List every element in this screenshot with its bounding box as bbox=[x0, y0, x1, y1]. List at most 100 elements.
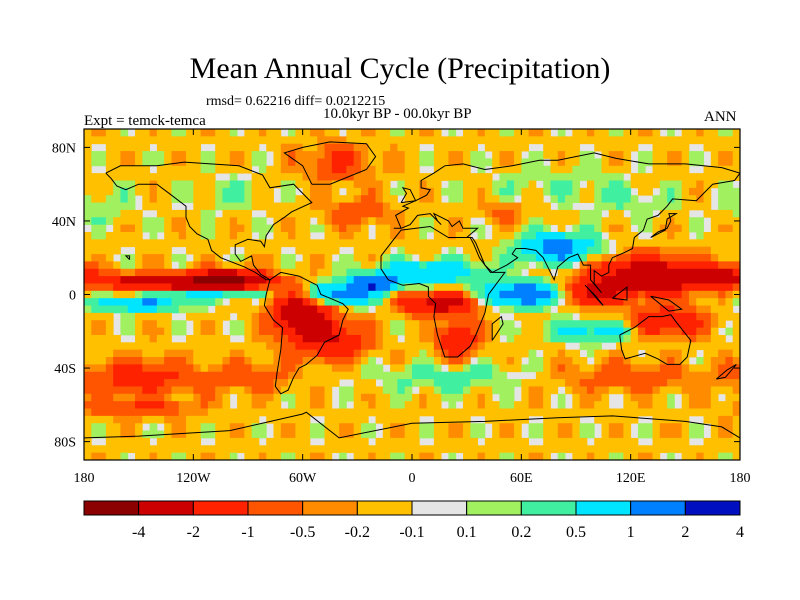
colorbar-label: 1 bbox=[627, 524, 635, 541]
field-cell bbox=[492, 283, 500, 292]
field-cell bbox=[448, 357, 457, 365]
field-cell bbox=[703, 129, 712, 137]
field-cell bbox=[616, 298, 624, 306]
field-cell bbox=[565, 195, 573, 203]
field-cell bbox=[244, 290, 253, 299]
field-cell bbox=[295, 357, 304, 365]
field-cell bbox=[84, 246, 92, 255]
field-cell bbox=[463, 276, 471, 284]
field-cell bbox=[586, 452, 595, 460]
field-cell bbox=[288, 415, 296, 424]
field-cell bbox=[280, 151, 289, 159]
field-cell bbox=[339, 217, 347, 226]
field-cell bbox=[244, 357, 253, 365]
field-cell bbox=[215, 401, 223, 409]
field-cell bbox=[710, 173, 719, 181]
field-cell bbox=[470, 452, 478, 460]
field-cell bbox=[390, 452, 398, 460]
field-cell bbox=[368, 401, 376, 409]
field-cell bbox=[251, 357, 260, 365]
field-cell bbox=[346, 158, 355, 167]
field-cell bbox=[105, 268, 114, 277]
field-cell bbox=[200, 452, 209, 460]
field-cell bbox=[258, 283, 267, 292]
field-cell bbox=[594, 445, 602, 454]
field-cell bbox=[623, 401, 632, 409]
field-cell bbox=[463, 379, 471, 387]
field-cell bbox=[535, 298, 544, 306]
field-cell bbox=[382, 430, 391, 439]
field-cell bbox=[295, 231, 304, 240]
field-cell bbox=[557, 357, 566, 365]
field-cell bbox=[127, 408, 136, 417]
field-cell bbox=[419, 320, 427, 328]
field-cell bbox=[324, 129, 333, 137]
field-cell bbox=[586, 408, 595, 417]
field-cell bbox=[324, 202, 333, 211]
field-cell bbox=[484, 452, 493, 460]
field-cell bbox=[142, 393, 150, 402]
field-cell bbox=[565, 379, 573, 387]
field-cell bbox=[375, 334, 384, 343]
field-cell bbox=[186, 129, 194, 137]
field-cell bbox=[288, 158, 296, 167]
field-cell bbox=[164, 276, 172, 284]
field-cell bbox=[258, 349, 267, 358]
field-cell bbox=[164, 320, 172, 328]
field-cell bbox=[419, 158, 427, 167]
field-cell bbox=[535, 364, 544, 373]
field-cell bbox=[506, 342, 515, 351]
field-cell bbox=[215, 276, 223, 284]
field-cell bbox=[535, 393, 544, 402]
field-cell bbox=[149, 195, 158, 203]
field-cell bbox=[84, 452, 92, 460]
field-cell bbox=[229, 268, 238, 277]
field-cell bbox=[718, 224, 726, 233]
field-cell bbox=[164, 195, 172, 203]
field-cell bbox=[470, 349, 478, 358]
field-cell bbox=[426, 261, 435, 270]
field-cell bbox=[572, 379, 581, 387]
field-cell bbox=[484, 202, 493, 211]
field-cell bbox=[557, 129, 566, 137]
field-cell bbox=[419, 349, 427, 358]
field-cell bbox=[725, 158, 734, 167]
colorbar-bin bbox=[83, 500, 140, 516]
field-cell bbox=[178, 268, 187, 277]
field-cell bbox=[514, 312, 522, 321]
field-cell bbox=[579, 401, 588, 409]
field-cell bbox=[237, 217, 245, 226]
field-cell bbox=[557, 268, 566, 277]
field-cell bbox=[237, 180, 245, 189]
field-cell bbox=[360, 305, 369, 314]
field-cell bbox=[725, 268, 734, 277]
field-cell bbox=[528, 445, 537, 454]
field-cell bbox=[484, 136, 493, 145]
field-cell bbox=[207, 423, 216, 431]
field-cell bbox=[375, 312, 384, 321]
coastline bbox=[105, 161, 313, 281]
field-cell bbox=[630, 173, 639, 181]
field-cell bbox=[688, 342, 697, 351]
field-cell bbox=[412, 334, 420, 343]
field-cell bbox=[521, 320, 530, 328]
field-cell bbox=[565, 239, 573, 248]
field-cell bbox=[455, 195, 464, 203]
field-cell bbox=[601, 217, 610, 226]
field-cell bbox=[688, 187, 697, 196]
field-cell bbox=[382, 143, 391, 152]
field-cell bbox=[331, 276, 340, 284]
field-cell bbox=[397, 349, 406, 358]
field-cell bbox=[572, 209, 581, 218]
field-cell bbox=[135, 386, 143, 395]
field-cell bbox=[572, 158, 581, 167]
field-cell bbox=[229, 202, 238, 211]
field-cell bbox=[543, 136, 551, 145]
field-cell bbox=[506, 305, 515, 314]
field-cell bbox=[703, 320, 712, 328]
x-tick-label: 60E bbox=[510, 471, 533, 486]
field-cell bbox=[521, 401, 530, 409]
field-cell bbox=[463, 195, 471, 203]
field-cell bbox=[98, 327, 107, 336]
field-cell bbox=[244, 445, 253, 454]
